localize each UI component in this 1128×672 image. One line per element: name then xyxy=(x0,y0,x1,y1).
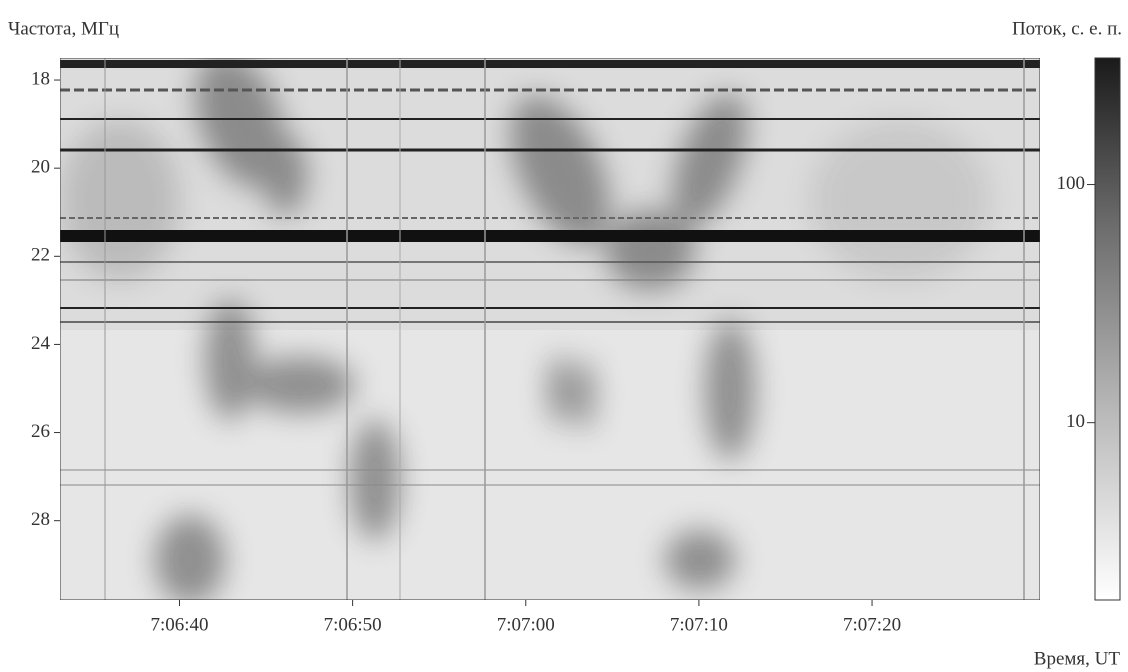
x-axis-label: Время, UT xyxy=(1034,648,1121,669)
x-tick-label: 7:06:40 xyxy=(150,614,208,635)
y-tick-label: 24 xyxy=(31,333,51,354)
x-tick-label: 7:07:20 xyxy=(843,614,901,635)
y-tick-label: 26 xyxy=(31,421,50,442)
x-tick-label: 7:07:00 xyxy=(497,614,555,635)
x-tick-label: 7:07:10 xyxy=(670,614,728,635)
y-tick-label: 18 xyxy=(31,68,50,89)
y-axis-label: Частота, МГц xyxy=(8,18,119,39)
x-tick-label: 7:06:50 xyxy=(324,614,382,635)
colorbar-label: Поток, с. е. п. xyxy=(1012,18,1122,39)
y-tick-label: 22 xyxy=(31,245,50,266)
colorbar-tick-label: 100 xyxy=(1057,173,1086,194)
colorbar-tick-label: 10 xyxy=(1066,411,1085,432)
y-tick-label: 20 xyxy=(31,157,50,178)
spectrogram-image xyxy=(60,58,1040,600)
colorbar xyxy=(1094,57,1121,601)
y-tick-label: 28 xyxy=(31,509,50,530)
